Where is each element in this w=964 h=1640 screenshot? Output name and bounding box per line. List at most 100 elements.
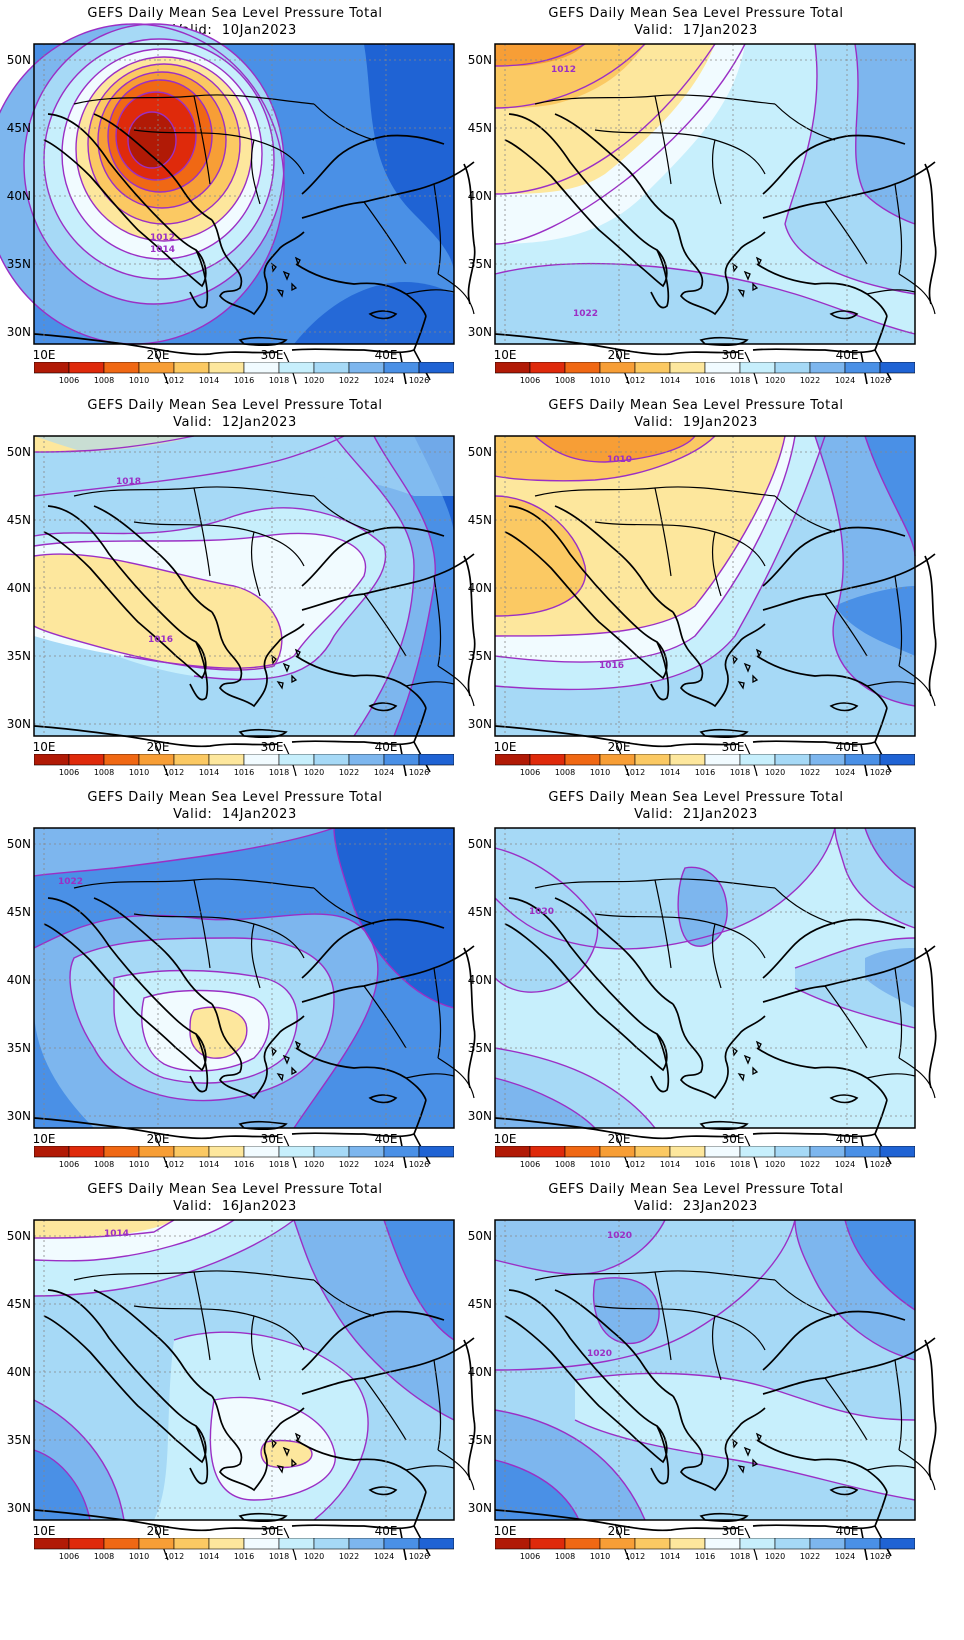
colorbar-swatch: [34, 1146, 70, 1158]
colorbar-label: 1014: [660, 768, 680, 776]
colorbar-swatch: [313, 1538, 350, 1550]
colorbar-label: 1016: [234, 376, 254, 384]
colorbar-label: 1016: [234, 1160, 254, 1168]
pressure-map: 1010 1016 30N 35N 40N 45N 50N 10E 20E 30E 40E: [468, 435, 937, 777]
colorbar-label: 1026: [870, 1160, 890, 1168]
colorbar-swatch: [348, 1538, 385, 1550]
colorbar-swatch: [103, 754, 140, 766]
colorbar-label: 1010: [129, 1160, 149, 1168]
colorbar-label: 1016: [695, 768, 715, 776]
latitude-tick-label: 45N: [468, 513, 492, 527]
colorbar-swatch: [809, 1146, 846, 1158]
colorbar-swatch: [348, 1146, 385, 1158]
colorbar-swatch: [879, 1146, 915, 1158]
longitude-tick-label: 20E: [608, 1524, 631, 1538]
latitude-tick-label: 30N: [7, 1109, 31, 1123]
colorbar-swatch: [704, 1146, 741, 1158]
colorbar-label: 1018: [730, 376, 750, 384]
longitude-tick-label: 10E: [494, 1524, 517, 1538]
colorbar-label: 1008: [555, 1552, 575, 1560]
contour-label: 1012: [551, 65, 576, 75]
latitude-tick-label: 45N: [7, 513, 31, 527]
latitude-tick-label: 40N: [7, 1365, 31, 1379]
latitude-tick-label: 35N: [468, 1041, 492, 1055]
colorbar-swatch: [495, 754, 531, 766]
colorbar-swatch: [313, 754, 350, 766]
colorbar-label: 1008: [555, 768, 575, 776]
valid-prefix: Valid:: [634, 23, 674, 38]
colorbar-label: 1022: [339, 376, 359, 384]
colorbar-swatch: [348, 362, 385, 374]
latitude-tick-label: 30N: [7, 325, 31, 339]
panel-valid-line: Valid: 14Jan2023: [0, 807, 470, 823]
colorbar-label: 1006: [59, 768, 79, 776]
colorbar-swatch: [34, 1538, 70, 1550]
contour-label: 1014: [104, 1229, 129, 1239]
colorbar-label: 1008: [555, 1160, 575, 1168]
latitude-tick-label: 30N: [7, 717, 31, 731]
contour-label: 1010: [607, 455, 632, 465]
colorbar-swatch: [68, 754, 105, 766]
contour-label: 1014: [150, 245, 175, 255]
pressure-map: 1012 1014 30N 35N 40N 45N 50N 10E 20E 30E 40E: [0, 23, 476, 385]
latitude-tick-label: 30N: [468, 325, 492, 339]
longitude-tick-label: 10E: [33, 1524, 56, 1538]
contour-label: 1018: [116, 477, 141, 487]
colorbar-label: 1010: [590, 1160, 610, 1168]
colorbar-swatch: [208, 1146, 245, 1158]
longitude-tick-label: 20E: [147, 740, 170, 754]
latitude-tick-label: 45N: [468, 1297, 492, 1311]
colorbar-swatch: [68, 1538, 105, 1550]
colorbar-label: 1006: [59, 376, 79, 384]
colorbar-label: 1018: [730, 768, 750, 776]
colorbar-label: 1014: [199, 1160, 219, 1168]
colorbar-swatch: [278, 754, 315, 766]
latitude-tick-label: 30N: [468, 1109, 492, 1123]
panel-valid-line: Valid: 21Jan2023: [461, 807, 931, 823]
panel-valid-line: Valid: 17Jan2023: [461, 23, 931, 39]
colorbar-swatch: [739, 1538, 776, 1550]
valid-date: 21Jan2023: [682, 807, 758, 822]
colorbar-swatch: [418, 1538, 454, 1550]
latitude-tick-label: 40N: [7, 973, 31, 987]
colorbar-swatch: [68, 362, 105, 374]
colorbar-label: 1020: [765, 1552, 785, 1560]
valid-prefix: Valid:: [173, 415, 213, 430]
colorbar-label: 1010: [590, 1552, 610, 1560]
colorbar-label: 1008: [94, 1552, 114, 1560]
colorbar-label: 1016: [695, 1160, 715, 1168]
latitude-tick-label: 40N: [468, 581, 492, 595]
latitude-tick-label: 30N: [468, 717, 492, 731]
colorbar-swatch: [774, 1538, 811, 1550]
colorbar-swatch: [495, 362, 531, 374]
colorbar-swatch: [844, 754, 881, 766]
latitude-tick-label: 40N: [468, 189, 492, 203]
colorbar-label: 1012: [625, 376, 645, 384]
colorbar: 1006 1008 1010 1012 1014 1016 1018 1020 1022 1024…: [34, 1538, 454, 1560]
colorbar-swatch: [208, 1538, 245, 1550]
map-panel-23jan2023: GEFS Daily Mean Sea Level Pressure Total…: [461, 1176, 937, 1576]
colorbar-swatch: [564, 1146, 601, 1158]
colorbar-label: 1024: [374, 768, 394, 776]
colorbar-label: 1026: [870, 376, 890, 384]
longitude-tick-label: 40E: [375, 1524, 398, 1538]
contour-label: 1016: [599, 661, 624, 671]
colorbar-label: 1020: [765, 768, 785, 776]
colorbar-label: 1020: [765, 376, 785, 384]
contour-label: 1022: [58, 877, 83, 887]
longitude-tick-label: 10E: [494, 348, 517, 362]
colorbar-label: 1008: [94, 768, 114, 776]
colorbar-label: 1006: [520, 376, 540, 384]
colorbar-label: 1014: [660, 1552, 680, 1560]
longitude-tick-label: 10E: [33, 348, 56, 362]
colorbar-swatch: [173, 754, 210, 766]
colorbar-label: 1026: [409, 1160, 429, 1168]
map-panel-16jan2023: GEFS Daily Mean Sea Level Pressure Total…: [0, 1176, 476, 1576]
latitude-tick-label: 50N: [7, 53, 31, 67]
colorbar: 1006 1008 1010 1012 1014 1016 1018 1020 1022 1024…: [34, 754, 454, 776]
colorbar-swatch: [669, 754, 706, 766]
valid-date: 17Jan2023: [682, 23, 758, 38]
colorbar-label: 1006: [59, 1552, 79, 1560]
latitude-tick-label: 50N: [468, 445, 492, 459]
colorbar-label: 1026: [409, 376, 429, 384]
